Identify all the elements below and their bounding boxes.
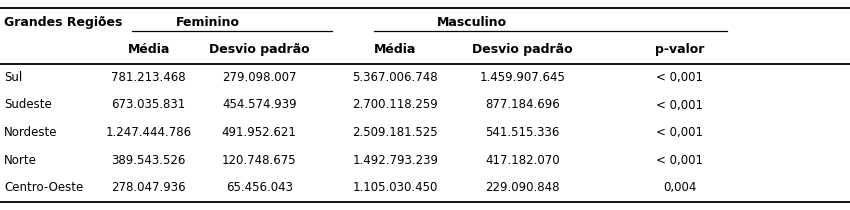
Text: 279.098.007: 279.098.007	[222, 71, 297, 84]
Text: 541.515.336: 541.515.336	[485, 126, 560, 139]
Text: 389.543.526: 389.543.526	[111, 154, 186, 167]
Text: Sul: Sul	[4, 71, 22, 84]
Text: Desvio padrão: Desvio padrão	[209, 43, 309, 56]
Text: Desvio padrão: Desvio padrão	[473, 43, 573, 56]
Text: 673.035.831: 673.035.831	[111, 98, 186, 112]
Text: < 0,001: < 0,001	[656, 71, 704, 84]
Text: 1.459.907.645: 1.459.907.645	[479, 71, 566, 84]
Text: Grandes Regiões: Grandes Regiões	[4, 16, 122, 29]
Text: 1.247.444.786: 1.247.444.786	[105, 126, 192, 139]
Text: 278.047.936: 278.047.936	[111, 181, 186, 194]
Text: 229.090.848: 229.090.848	[485, 181, 560, 194]
Text: 120.748.675: 120.748.675	[222, 154, 297, 167]
Text: p-valor: p-valor	[655, 43, 705, 56]
Text: 417.182.070: 417.182.070	[485, 154, 560, 167]
Text: 454.574.939: 454.574.939	[222, 98, 297, 112]
Text: Norte: Norte	[4, 154, 37, 167]
Text: Média: Média	[374, 43, 416, 56]
Text: 491.952.621: 491.952.621	[222, 126, 297, 139]
Text: 2.509.181.525: 2.509.181.525	[353, 126, 438, 139]
Text: Nordeste: Nordeste	[4, 126, 58, 139]
Text: 1.492.793.239: 1.492.793.239	[352, 154, 439, 167]
Text: 0,004: 0,004	[663, 181, 697, 194]
Text: < 0,001: < 0,001	[656, 154, 704, 167]
Text: Sudeste: Sudeste	[4, 98, 52, 112]
Text: 65.456.043: 65.456.043	[226, 181, 292, 194]
Text: Masculino: Masculino	[437, 16, 507, 29]
Text: 877.184.696: 877.184.696	[485, 98, 560, 112]
Text: 5.367.006.748: 5.367.006.748	[353, 71, 438, 84]
Text: < 0,001: < 0,001	[656, 126, 704, 139]
Text: Feminino: Feminino	[176, 16, 241, 29]
Text: Centro-Oeste: Centro-Oeste	[4, 181, 83, 194]
Text: 781.213.468: 781.213.468	[111, 71, 186, 84]
Text: 2.700.118.259: 2.700.118.259	[353, 98, 438, 112]
Text: < 0,001: < 0,001	[656, 98, 704, 112]
Text: 1.105.030.450: 1.105.030.450	[353, 181, 438, 194]
Text: Média: Média	[128, 43, 170, 56]
